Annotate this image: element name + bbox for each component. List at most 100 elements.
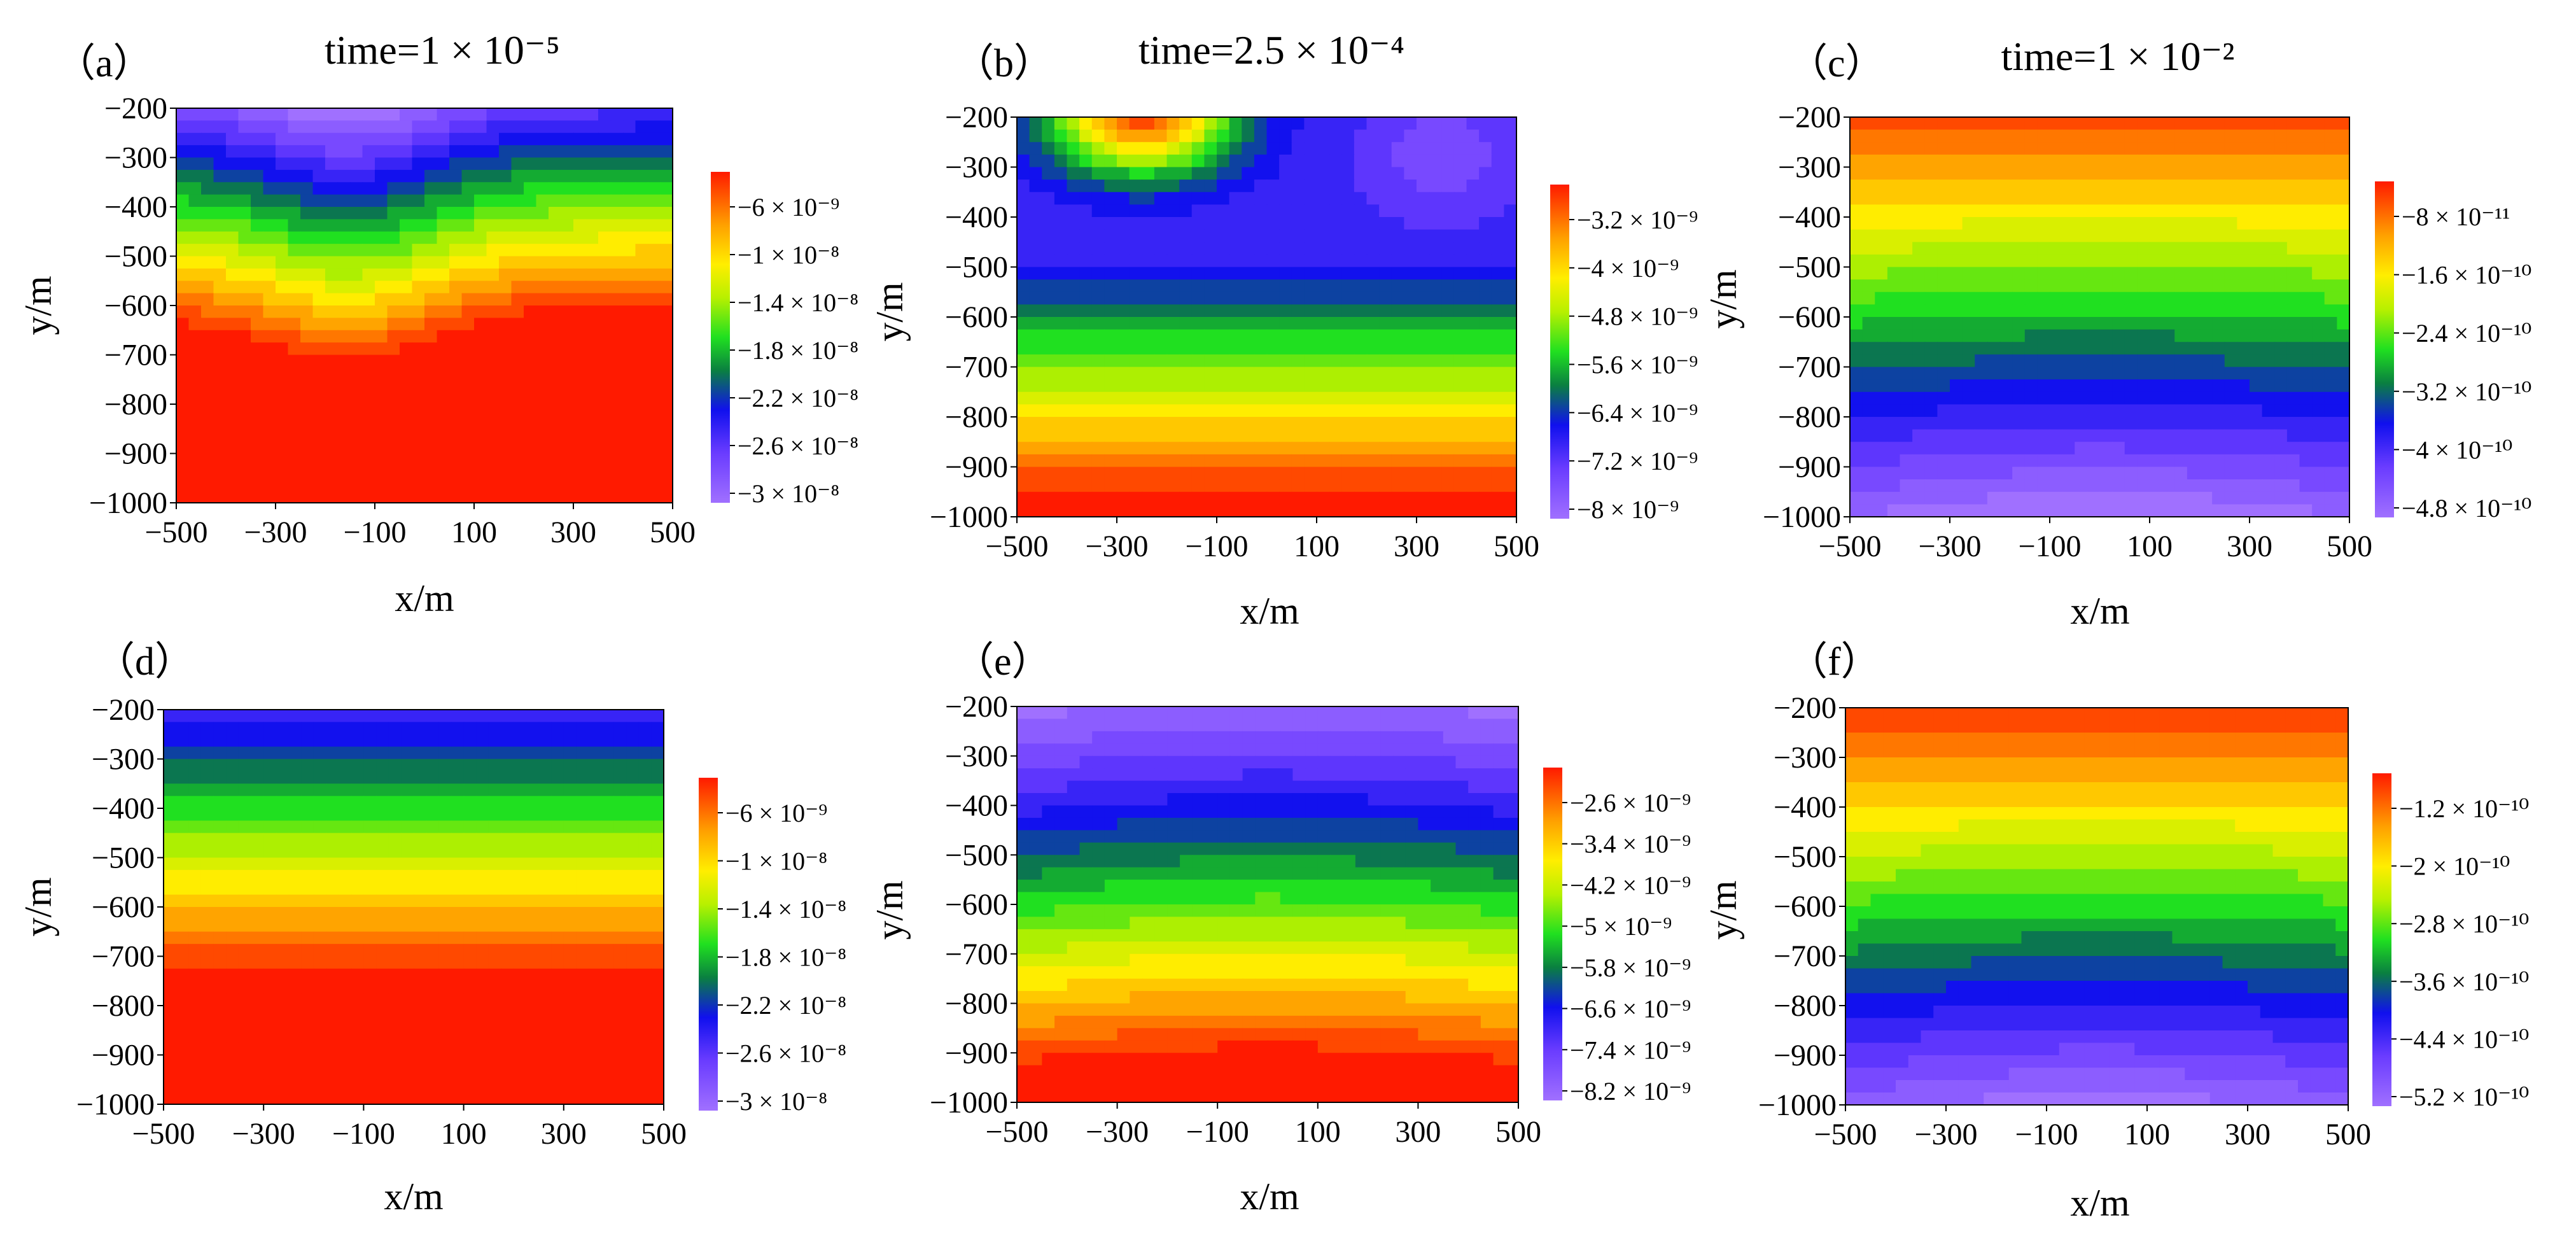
contour-cell (176, 882, 190, 895)
contour-cell (1417, 229, 1430, 243)
contour-cell (188, 108, 202, 122)
contour-cell (1900, 342, 1913, 355)
contour-cell (226, 330, 239, 343)
contour-cell (2137, 442, 2150, 455)
contour-cell (238, 355, 251, 368)
contour-cell (514, 919, 527, 932)
contour-cell (2037, 354, 2050, 368)
contour-cell (461, 182, 475, 195)
contour-cell (276, 857, 290, 871)
contour-cell (276, 808, 290, 822)
contour-cell (424, 305, 438, 319)
contour-cell (1266, 504, 1280, 517)
contour-cell (1129, 142, 1143, 155)
contour-cell (2312, 354, 2325, 368)
contour-cell (2162, 504, 2176, 517)
contour-cell (188, 808, 202, 822)
contour-cell (2250, 229, 2263, 243)
contour-cell (226, 318, 239, 331)
contour-cell (1304, 167, 1317, 180)
contour-cell (1341, 117, 1355, 130)
contour-cell (1429, 491, 1443, 505)
contour-cell (1479, 317, 1492, 330)
contour-cell (1166, 154, 1180, 168)
contour-cell (1924, 142, 1938, 155)
contour-cell (2224, 454, 2238, 468)
contour-cell (1453, 367, 1467, 380)
contour-cell (226, 453, 239, 467)
contour-cell (501, 981, 514, 994)
contour-cell (551, 710, 564, 723)
contour-cell (351, 796, 365, 809)
contour-cell (551, 808, 564, 822)
contour-cell (449, 465, 463, 479)
contour-cell (660, 490, 673, 503)
contour-cell (1166, 142, 1180, 155)
contour-cell (201, 465, 214, 479)
contour-cell (1317, 179, 1330, 193)
contour-cell (1279, 192, 1292, 206)
contour-cell (1491, 354, 1505, 368)
contour-cell (176, 453, 190, 467)
contour-cell (1429, 229, 1443, 243)
contour-cell (1341, 417, 1355, 430)
contour-cell (188, 244, 202, 257)
x-tick-label: −300 (244, 516, 307, 549)
y-tick-label: −1000 (89, 486, 167, 520)
contour-cell (1466, 229, 1480, 243)
contour-cell (1504, 442, 1517, 455)
contour-cell (312, 428, 326, 442)
contour-cell (1937, 454, 1950, 468)
contour-cell (1912, 467, 1926, 480)
y-tick-label: −600 (945, 300, 1008, 334)
contour-cell (176, 404, 190, 418)
contour-cell (2050, 354, 2063, 368)
contour-cell (2299, 267, 2313, 280)
contour-cell (238, 734, 252, 747)
contour-cell (2312, 467, 2325, 480)
contour-cell (1079, 217, 1093, 230)
contour-cell (1079, 142, 1093, 155)
contour-cell (188, 1006, 202, 1019)
contour-cell (2050, 154, 2063, 168)
contour-cell (313, 796, 327, 809)
contour-cell (449, 330, 463, 343)
contour-cell (589, 722, 602, 735)
contour-cell (561, 231, 574, 244)
contour-cell (1054, 479, 1068, 493)
contour-cell (424, 256, 438, 269)
contour-cell (1054, 154, 1068, 168)
contour-cell (288, 219, 301, 232)
contour-cell (251, 441, 264, 454)
contour-cell (1054, 267, 1068, 280)
contour-cell (601, 857, 615, 871)
contour-cell (526, 931, 540, 945)
contour-cell (325, 318, 339, 331)
contour-cell (486, 355, 500, 368)
contour-cell (251, 379, 264, 393)
contour-cell (388, 734, 402, 747)
contour-cell (2199, 154, 2213, 168)
contour-cell (638, 796, 652, 809)
contour-cell (1154, 217, 1168, 230)
contour-cell (461, 330, 475, 343)
contour-cell (511, 256, 524, 269)
contour-cell (1091, 404, 1105, 418)
contour-cell (276, 268, 289, 282)
contour-cell (2075, 329, 2088, 343)
contour-cell (1962, 442, 1976, 455)
contour-cell (613, 832, 627, 846)
contour-cell (1366, 304, 1380, 318)
contour-cell (188, 894, 202, 908)
contour-cell (213, 231, 227, 244)
contour-cell (2024, 442, 2038, 455)
contour-cell (1329, 317, 1343, 330)
contour-cell (1453, 479, 1467, 493)
contour-cell (276, 281, 289, 294)
contour-cell (375, 342, 388, 356)
contour-cell (1266, 117, 1280, 130)
contour-cell (648, 478, 661, 491)
contour-cell (2224, 329, 2238, 343)
contour-cell (437, 293, 450, 306)
contour-cell (598, 293, 612, 306)
